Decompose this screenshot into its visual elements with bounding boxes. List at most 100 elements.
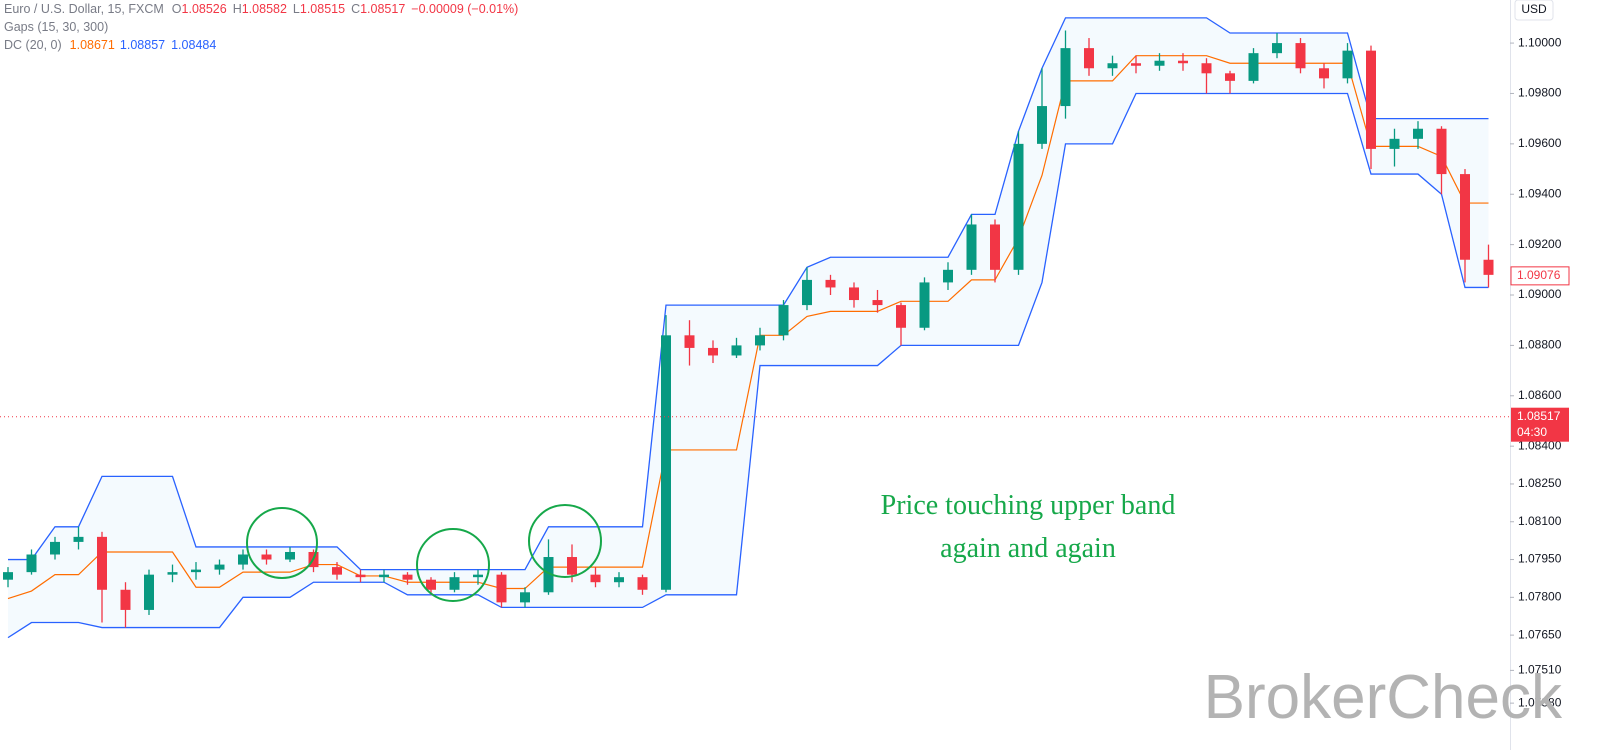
- watermark: BrokerCheck: [1204, 663, 1563, 732]
- y-tick-label: 1.07510: [1518, 663, 1562, 677]
- candle-body: [1084, 48, 1094, 69]
- annotations: Price touching upper band again and agai…: [246, 490, 1176, 602]
- candle-body: [567, 557, 577, 575]
- legend: Euro / U.S. Dollar, 15, FXCM O1.08526 H1.0…: [4, 2, 518, 52]
- candle-body: [1225, 73, 1235, 81]
- candle-body: [426, 579, 436, 590]
- price-label-box: [1510, 266, 1570, 286]
- candle-body: [755, 335, 765, 346]
- candle-body: [1131, 63, 1141, 66]
- candles: [3, 30, 1494, 628]
- candle-body: [1060, 48, 1071, 107]
- candle-body: [1272, 43, 1282, 54]
- candle-body: [332, 567, 342, 575]
- candle-body: [966, 224, 977, 270]
- countdown-label: 04:30: [1517, 425, 1547, 439]
- ohlc-value: 1.08515: [300, 2, 345, 16]
- candle-body: [919, 282, 930, 328]
- y-tick-label: 1.10000: [1518, 35, 1562, 49]
- candle-body: [144, 574, 154, 610]
- candle-body: [1201, 63, 1212, 74]
- price-axis-background: [1511, 0, 1600, 750]
- candle-body: [261, 554, 272, 560]
- price-label: 1.09076: [1517, 268, 1561, 282]
- ohlc-key: O: [172, 2, 182, 16]
- candle-body: [778, 305, 789, 336]
- upper-band: [8, 17, 1489, 571]
- candle-body: [684, 335, 695, 348]
- dc-middle-value: 1.08671: [70, 38, 115, 52]
- y-tick-label: 1.08100: [1518, 514, 1562, 528]
- candle-body: [1342, 50, 1353, 79]
- candle-body: [73, 536, 84, 542]
- candle-body: [379, 574, 389, 578]
- highlight-circle: [246, 507, 318, 579]
- candle-body: [1483, 259, 1494, 275]
- candle-body: [1295, 43, 1306, 69]
- symbol-line: Euro / U.S. Dollar, 15, FXCM O1.08526 H1.0…: [4, 2, 518, 16]
- candle-body: [1107, 63, 1118, 69]
- candle-body: [238, 554, 248, 565]
- y-tick-label: 1.07800: [1518, 590, 1562, 604]
- candle-body: [355, 574, 366, 578]
- ohlc-value: 1.08526: [182, 2, 227, 16]
- candle-body: [285, 551, 295, 560]
- candle-body: [849, 287, 859, 301]
- candle-body: [1178, 60, 1188, 64]
- candle-body: [731, 345, 742, 356]
- candle-body: [1389, 138, 1400, 149]
- ohlc-value: 1.08582: [242, 2, 287, 16]
- y-tick-label: 1.08600: [1518, 388, 1562, 402]
- candle-body: [1037, 106, 1047, 144]
- y-tick-label: 1.08400: [1518, 438, 1562, 452]
- candle-body: [637, 577, 648, 590]
- candle-body: [26, 554, 37, 573]
- candle-body: [1319, 68, 1329, 79]
- price-axis: USD 1.10000 1.09800 1.09600 1.09400 1.09200 1…: [1510, 0, 1600, 750]
- candle-body: [825, 279, 836, 288]
- candle-body: [1413, 128, 1423, 139]
- band-fill: [8, 17, 1489, 638]
- y-tick-label: 1.09800: [1518, 86, 1562, 100]
- ohlc-key: L: [293, 2, 300, 16]
- y-tick-label: 1.08250: [1518, 476, 1562, 490]
- candle-body: [590, 574, 601, 583]
- candle-body: [473, 574, 483, 578]
- donchian-channel: [7, 17, 1489, 639]
- dc-line: DC (20, 0) 1.08671 1.08857 1.08484: [4, 38, 216, 52]
- candle-body: [1013, 143, 1024, 270]
- candle-body: [520, 592, 530, 603]
- dc-upper-value: 1.08857: [120, 38, 165, 52]
- candle-body: [802, 279, 812, 306]
- dc-lower-value: 1.08484: [171, 38, 216, 52]
- candle-body: [402, 574, 413, 580]
- candle-body: [1248, 53, 1259, 81]
- annotation-text: again and again: [940, 533, 1116, 564]
- y-tick-label: 1.07950: [1518, 552, 1562, 566]
- candle-body: [496, 574, 507, 603]
- price-label-box: [1511, 407, 1569, 442]
- y-tick-label: 1.09000: [1518, 287, 1562, 301]
- candle-body: [167, 572, 178, 575]
- candle-body: [50, 541, 60, 555]
- currency-box: [1514, 0, 1554, 21]
- y-tick-label: 1.09600: [1518, 136, 1562, 150]
- candle-body: [872, 300, 883, 306]
- symbol: Euro / U.S. Dollar, 15, FXCM: [4, 2, 164, 16]
- candle-body: [191, 569, 201, 573]
- ohlc-key: H: [233, 2, 242, 16]
- y-tick-label: 1.07380: [1518, 695, 1562, 709]
- candle-body: [1366, 50, 1376, 149]
- candle-body: [214, 564, 225, 570]
- ohlc-key: C: [351, 2, 360, 16]
- price-label: 1.08517: [1517, 409, 1561, 423]
- candle-body: [1436, 128, 1447, 175]
- candle-body: [614, 577, 624, 583]
- candle-body: [120, 589, 131, 610]
- annotation-text: Price touching upper band: [881, 490, 1176, 521]
- dc-label: DC (20, 0): [4, 38, 62, 52]
- lower-band: [7, 92, 1489, 639]
